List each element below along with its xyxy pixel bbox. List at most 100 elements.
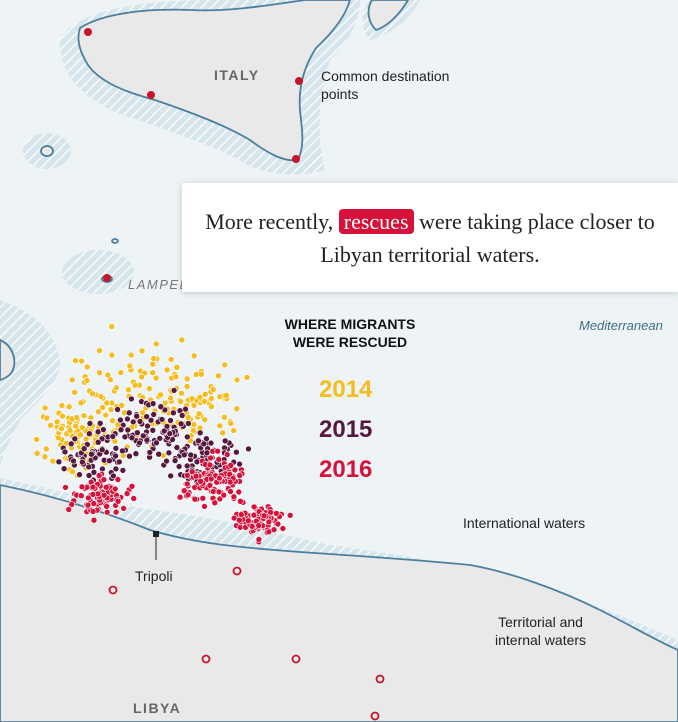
rescue-dot-2015 <box>144 422 151 430</box>
rescue-dot-2016 <box>90 500 98 507</box>
rescue-dot-2015 <box>119 447 126 455</box>
rescue-dot-2015 <box>125 409 133 417</box>
rescue-dot-2014 <box>41 404 49 412</box>
rescue-dot-2014 <box>95 408 102 416</box>
rescue-dot-2015 <box>147 416 155 424</box>
rescue-dot-2016 <box>201 503 208 510</box>
rescue-dot-2014 <box>138 373 145 381</box>
rescue-dot-2015 <box>116 458 123 466</box>
rescue-dot-2015 <box>236 460 243 468</box>
rescue-dot-2016 <box>78 483 86 491</box>
rescue-dot-2014 <box>96 369 103 377</box>
rescue-dot-2014 <box>33 436 40 443</box>
rescue-dot-2014 <box>65 403 73 411</box>
rescue-dot-2014 <box>102 411 110 419</box>
rescue-dot-2015 <box>110 472 117 480</box>
rescue-dot-2015 <box>112 465 120 473</box>
sicily <box>77 0 351 162</box>
rescue-dot-2016 <box>216 495 224 503</box>
rescue-dot-2015 <box>173 444 181 451</box>
rescue-dot-2015 <box>139 432 147 440</box>
rescue-dot-2014 <box>43 414 51 422</box>
italy-label: ITALY <box>214 67 260 83</box>
rescue-dot-2014 <box>216 422 224 430</box>
rescue-dot-2016 <box>255 536 263 543</box>
rescue-dot-2016 <box>286 511 294 519</box>
rescue-dot-2015 <box>146 449 154 456</box>
rescue-dot-2015 <box>88 450 95 458</box>
rescue-dot-2015 <box>60 465 68 473</box>
rescue-dot-2014 <box>150 355 157 362</box>
rescue-dot-2015 <box>166 430 174 437</box>
rescue-dot-2016 <box>112 508 120 516</box>
rescue-dot-2015 <box>167 417 174 424</box>
rescue-dot-2015 <box>67 440 75 448</box>
rescue-dot-2016 <box>85 494 92 502</box>
rescue-dot-2015 <box>61 448 69 456</box>
rescue-dot-2014 <box>41 453 49 461</box>
rescue-dot-2014 <box>208 395 215 402</box>
rescue-dot-2014 <box>201 398 208 405</box>
destination-points <box>84 28 303 282</box>
rescue-dot-2014 <box>49 457 57 465</box>
mainland-italy-tip <box>367 0 410 32</box>
rescue-dot-2016 <box>192 472 200 480</box>
rescue-dot-2016 <box>120 505 127 512</box>
rescue-dot-2014 <box>146 385 153 392</box>
rescue-dot-2016 <box>236 516 243 524</box>
rescue-dot-2015 <box>203 449 211 457</box>
rescue-dot-2016 <box>272 510 280 517</box>
rescue-dot-2014 <box>79 424 86 431</box>
rescue-dot-2016 <box>111 485 119 493</box>
rescue-dot-2014 <box>139 409 146 417</box>
annotation-text: More recently, rescues were taking place… <box>205 209 655 267</box>
rescue-dot-2014 <box>113 384 120 392</box>
rescue-dot-2014 <box>108 351 116 359</box>
rescue-dot-2014 <box>66 427 74 434</box>
tripoli-marker <box>153 531 159 537</box>
rescue-dot-2015 <box>55 458 63 466</box>
rescue-dot-2014 <box>233 376 241 384</box>
rescue-dot-2016 <box>227 461 235 469</box>
rescue-dot-2016 <box>89 491 97 498</box>
rescue-dot-2016 <box>90 516 98 524</box>
rescue-dot-2015 <box>129 418 137 426</box>
rescue-dot-2016 <box>95 472 103 479</box>
rescue-dot-2015 <box>171 457 179 464</box>
rescue-dot-2016 <box>226 470 233 478</box>
rescue-dot-2015 <box>85 463 93 471</box>
rescue-dot-2014 <box>104 371 112 379</box>
rescue-dot-2014 <box>68 415 76 423</box>
rescue-dot-2015 <box>106 457 113 465</box>
rescue-dot-2014 <box>190 421 198 428</box>
rescue-dot-2014 <box>127 351 135 359</box>
rescue-dot-2014 <box>126 362 134 370</box>
rescue-dot-2015 <box>128 395 135 403</box>
rescue-dot-2016 <box>65 506 72 513</box>
inland-points <box>108 566 385 721</box>
rescue-dot-2015 <box>133 412 140 420</box>
legend-title: WHERE MIGRANTS WERE RESCUED <box>284 316 416 350</box>
destination-point <box>295 77 303 85</box>
legend: WHERE MIGRANTS WERE RESCUED <box>270 315 430 351</box>
rescue-dot-2016 <box>250 511 258 519</box>
rescue-dot-2014 <box>173 363 181 371</box>
rescue-dot-2015 <box>185 420 192 427</box>
rescue-dot-2014 <box>153 340 160 348</box>
rescue-dot-2015 <box>165 449 173 457</box>
rescue-dot-2015 <box>109 433 117 440</box>
rescue-dot-2016 <box>236 472 243 479</box>
rescue-dot-2016 <box>191 495 199 503</box>
rescue-dot-2015 <box>153 439 160 447</box>
rescue-dot-2015 <box>143 413 150 420</box>
rescue-dot-2015 <box>155 450 162 458</box>
rescue-dot-2014 <box>83 377 91 384</box>
rescue-dot-2015 <box>158 416 166 423</box>
rescue-dot-2016 <box>231 466 239 474</box>
rescue-dot-2016 <box>89 483 97 491</box>
rescue-dot-2015 <box>245 445 252 453</box>
rescue-dot-2015 <box>182 405 189 413</box>
destination-point <box>84 28 92 36</box>
rescue-dot-2015 <box>100 426 107 433</box>
rescue-dot-2015 <box>136 439 143 447</box>
